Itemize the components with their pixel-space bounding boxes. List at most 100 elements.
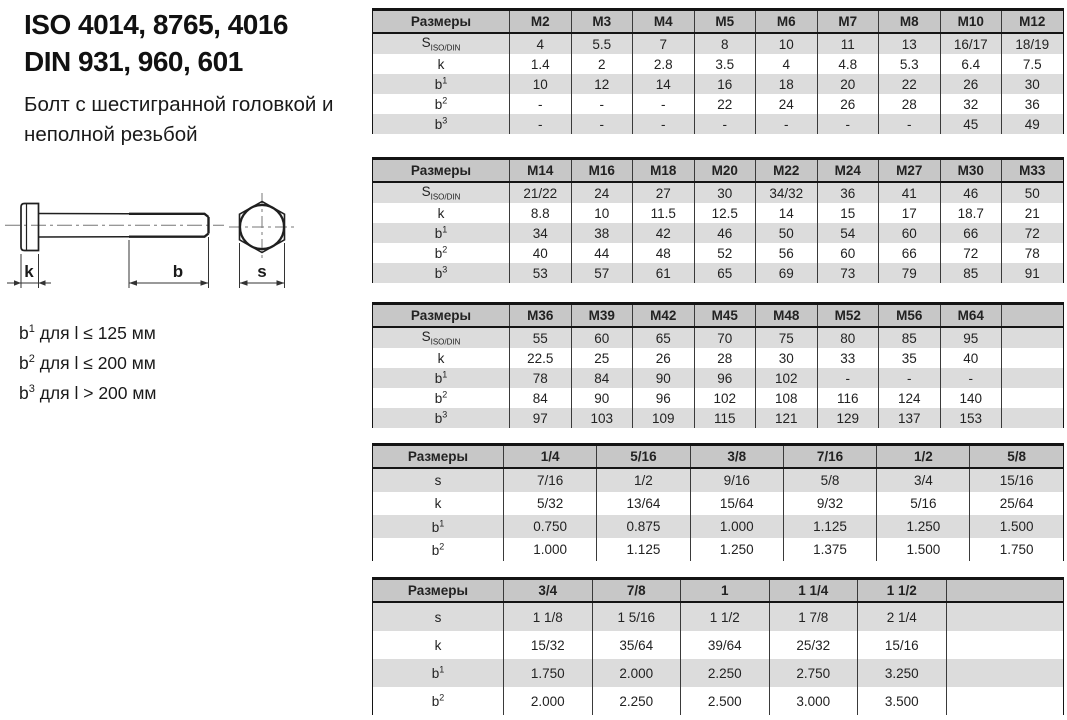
table-cell: 1.750 — [503, 659, 592, 687]
table-cell: 108 — [755, 388, 817, 408]
table-cell: 8 — [693, 33, 756, 54]
table-cell: 33 — [816, 348, 879, 368]
table-cell: 116 — [816, 388, 879, 408]
s-dim-label: s — [257, 262, 266, 281]
table-cell: 35/64 — [591, 631, 681, 659]
table-cell: 18/19 — [1001, 33, 1063, 54]
row-label-cell: b1 — [373, 74, 510, 94]
row-label-cell: b1 — [373, 659, 504, 687]
table-cell: 1.750 — [969, 538, 1064, 561]
row-label: b2 — [434, 244, 448, 262]
table-cell: - — [570, 94, 633, 114]
dim-table-metric-mid: Размеры M14 M16 M18 M20 M22 M24 M27 M30 M33 SISO/D… — [372, 157, 1064, 283]
column-header: 7/8 — [591, 578, 681, 602]
table-cell: 40 — [939, 348, 1002, 368]
row-label: SISO/DIN — [421, 35, 461, 53]
column-header — [945, 578, 1063, 602]
table-cell: 85 — [878, 327, 940, 348]
table-row: b2 1.000 1.125 1.250 1.375 1.500 1.750 — [373, 538, 1064, 561]
note-line: b2 для l ≤ 200 мм — [19, 352, 156, 373]
row-label-cell: k — [373, 631, 504, 659]
column-header: 1 1/4 — [768, 578, 858, 602]
table-cell: 25/32 — [768, 631, 858, 659]
table-cell: 52 — [693, 243, 756, 263]
note-line: b1 для l ≤ 125 мм — [19, 322, 156, 343]
dim-table-inch-small: Размеры 1/4 5/16 3/8 7/16 1/2 5/8 s 7/16 1/2 9/16 5… — [372, 443, 1064, 561]
table-cell: 7/16 — [502, 468, 597, 492]
table-cell: 1.125 — [596, 538, 691, 561]
column-header: M22 — [755, 158, 817, 182]
row-label: b3 — [434, 264, 448, 282]
table-row: b1 1.750 2.000 2.250 2.750 3.250 — [372, 659, 1063, 687]
table-cell: 1 5/16 — [591, 602, 681, 631]
k-dim-label: k — [24, 262, 34, 281]
table-cell — [945, 631, 1063, 659]
table-cell: 40 — [509, 243, 571, 263]
table-row: b2 40 44 48 52 56 60 66 72 78 — [373, 243, 1063, 263]
table-cell — [1001, 327, 1063, 348]
table-cell: 28 — [693, 348, 756, 368]
table-cell: 15/16 — [969, 468, 1064, 492]
table-cell: 2.250 — [680, 659, 769, 687]
row-label-cell: b3 — [373, 263, 510, 283]
column-header: 5/8 — [969, 444, 1064, 468]
table-cell: 21 — [1001, 203, 1063, 223]
table-cell: 70 — [693, 327, 756, 348]
table-cell — [1001, 408, 1063, 428]
column-header: M18 — [632, 158, 694, 182]
row-label: s — [434, 473, 442, 488]
table-row: b2 2.000 2.250 2.500 3.000 3.500 — [373, 687, 1063, 715]
table-cell: 17 — [878, 203, 940, 223]
table-cell: - — [632, 94, 694, 114]
b-dimension: b — [128, 237, 209, 288]
table-cell: 32 — [939, 94, 1002, 114]
table-cell: 80 — [816, 327, 879, 348]
row-label: k — [437, 56, 445, 72]
row-label-cell: SISO/DIN — [373, 182, 510, 203]
dimension-table: Размеры M36 M39 M42 M45 M48 M52 M56 M64 SISO/DIN 5… — [372, 302, 1064, 428]
row-label: b1 — [434, 369, 448, 387]
row-label-cell: b3 — [373, 408, 510, 428]
table-cell: 1.375 — [782, 538, 877, 561]
hexagon-outline — [238, 200, 286, 254]
column-header: M48 — [755, 303, 817, 327]
table-cell: 73 — [816, 263, 879, 283]
table-cell: - — [755, 114, 817, 134]
table-cell: 24 — [570, 182, 633, 203]
table-cell: 0.875 — [596, 515, 691, 538]
table-cell: 41 — [878, 182, 940, 203]
column-header: 1 1/2 — [857, 578, 946, 602]
row-label-cell: b1 — [373, 368, 510, 388]
table-cell: - — [878, 368, 940, 388]
table-cell: 1.500 — [969, 515, 1064, 538]
table-cell: 26 — [939, 74, 1002, 94]
row-label: b3 — [434, 115, 448, 133]
column-header: M8 — [878, 9, 940, 33]
table-cell: 44 — [570, 243, 633, 263]
table-cell: 39/64 — [680, 631, 769, 659]
table-cell: 115 — [693, 408, 756, 428]
dimension-table: Размеры 1/4 5/16 3/8 7/16 1/2 5/8 s 7/16 1/2 9/16 5… — [372, 443, 1064, 561]
bolt-side-view — [5, 202, 224, 252]
thread-length-notes: b1 для l ≤ 125 мм b2 для l ≤ 200 мм b3 для… — [19, 316, 156, 405]
table-cell: 2.000 — [503, 687, 592, 715]
table-cell: 56 — [755, 243, 817, 263]
row-label-cell: b1 — [373, 515, 504, 538]
table-cell: 5/32 — [502, 492, 597, 515]
dim-table-inch-large: Размеры 3/4 7/8 1 1 1/4 1 1/2 s 1 1/8 1 5/16 1 1/… — [372, 577, 1064, 715]
table-cell: 50 — [1001, 182, 1063, 203]
table-row: k 22.5 25 26 28 30 33 35 40 — [373, 348, 1063, 368]
table-cell: 5.3 — [878, 54, 940, 74]
row-label: k — [434, 637, 442, 653]
table-cell — [945, 602, 1063, 631]
table-cell: 1.000 — [502, 538, 597, 561]
table-cell: 61 — [632, 263, 694, 283]
dim-table-metric-large: Размеры M36 M39 M42 M45 M48 M52 M56 M64 SISO/DIN 5… — [372, 302, 1064, 428]
table-cell: 46 — [693, 223, 756, 243]
row-label-cell: SISO/DIN — [373, 327, 510, 348]
table-cell: 10 — [509, 74, 571, 94]
table-cell: 65 — [632, 327, 694, 348]
table-cell: 72 — [939, 243, 1002, 263]
table-cell: - — [509, 94, 571, 114]
table-row: k 15/32 35/64 39/64 25/32 15/16 — [373, 631, 1063, 659]
